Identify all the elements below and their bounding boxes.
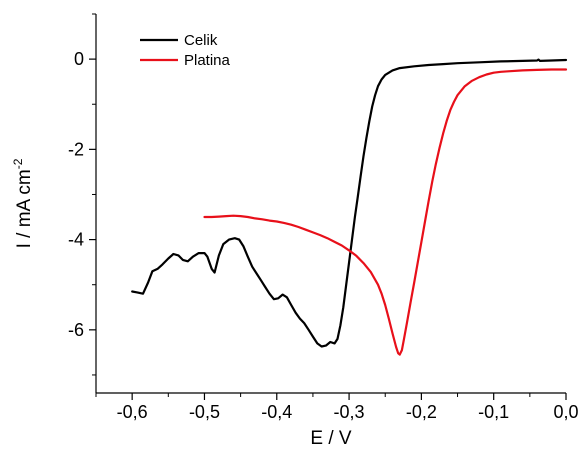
x-tick-label: -0,3: [334, 402, 365, 422]
x-tick-label: -0,6: [117, 402, 148, 422]
x-tick-label: -0,5: [189, 402, 220, 422]
y-tick-label: -4: [68, 230, 84, 250]
y-tick-label: 0: [74, 49, 84, 69]
y-axis-label-exponent: -2: [11, 158, 25, 169]
y-axis-label-main: I / mA cm: [14, 169, 35, 248]
legend-label-celik: Celik: [184, 32, 218, 49]
y-tick-label: -6: [68, 320, 84, 340]
series-line-platina: [203, 68, 568, 356]
series-line-celik: [131, 58, 568, 348]
axes: -0,6 -0,5 -0,4 -0,3 -0,2 -0,1 0,0 0 -2 -4 -6: [68, 13, 579, 422]
x-tick-label: -0,1: [478, 402, 509, 422]
y-tick-label: -2: [68, 139, 84, 159]
x-tick-label: 0,0: [553, 402, 578, 422]
series-layer: [131, 58, 568, 356]
x-tick-label: -0,4: [261, 402, 292, 422]
x-tick-label: -0,2: [406, 402, 437, 422]
legend: Celik Platina: [140, 32, 231, 69]
y-axis-ticks: 0 -2 -4 -6: [68, 13, 96, 376]
x-axis-label: E / V: [310, 428, 352, 449]
x-axis-ticks: -0,6 -0,5 -0,4 -0,3 -0,2 -0,1 0,0: [95, 393, 579, 422]
y-axis-label: I / mA cm-2: [11, 158, 35, 248]
legend-label-platina: Platina: [184, 52, 231, 69]
